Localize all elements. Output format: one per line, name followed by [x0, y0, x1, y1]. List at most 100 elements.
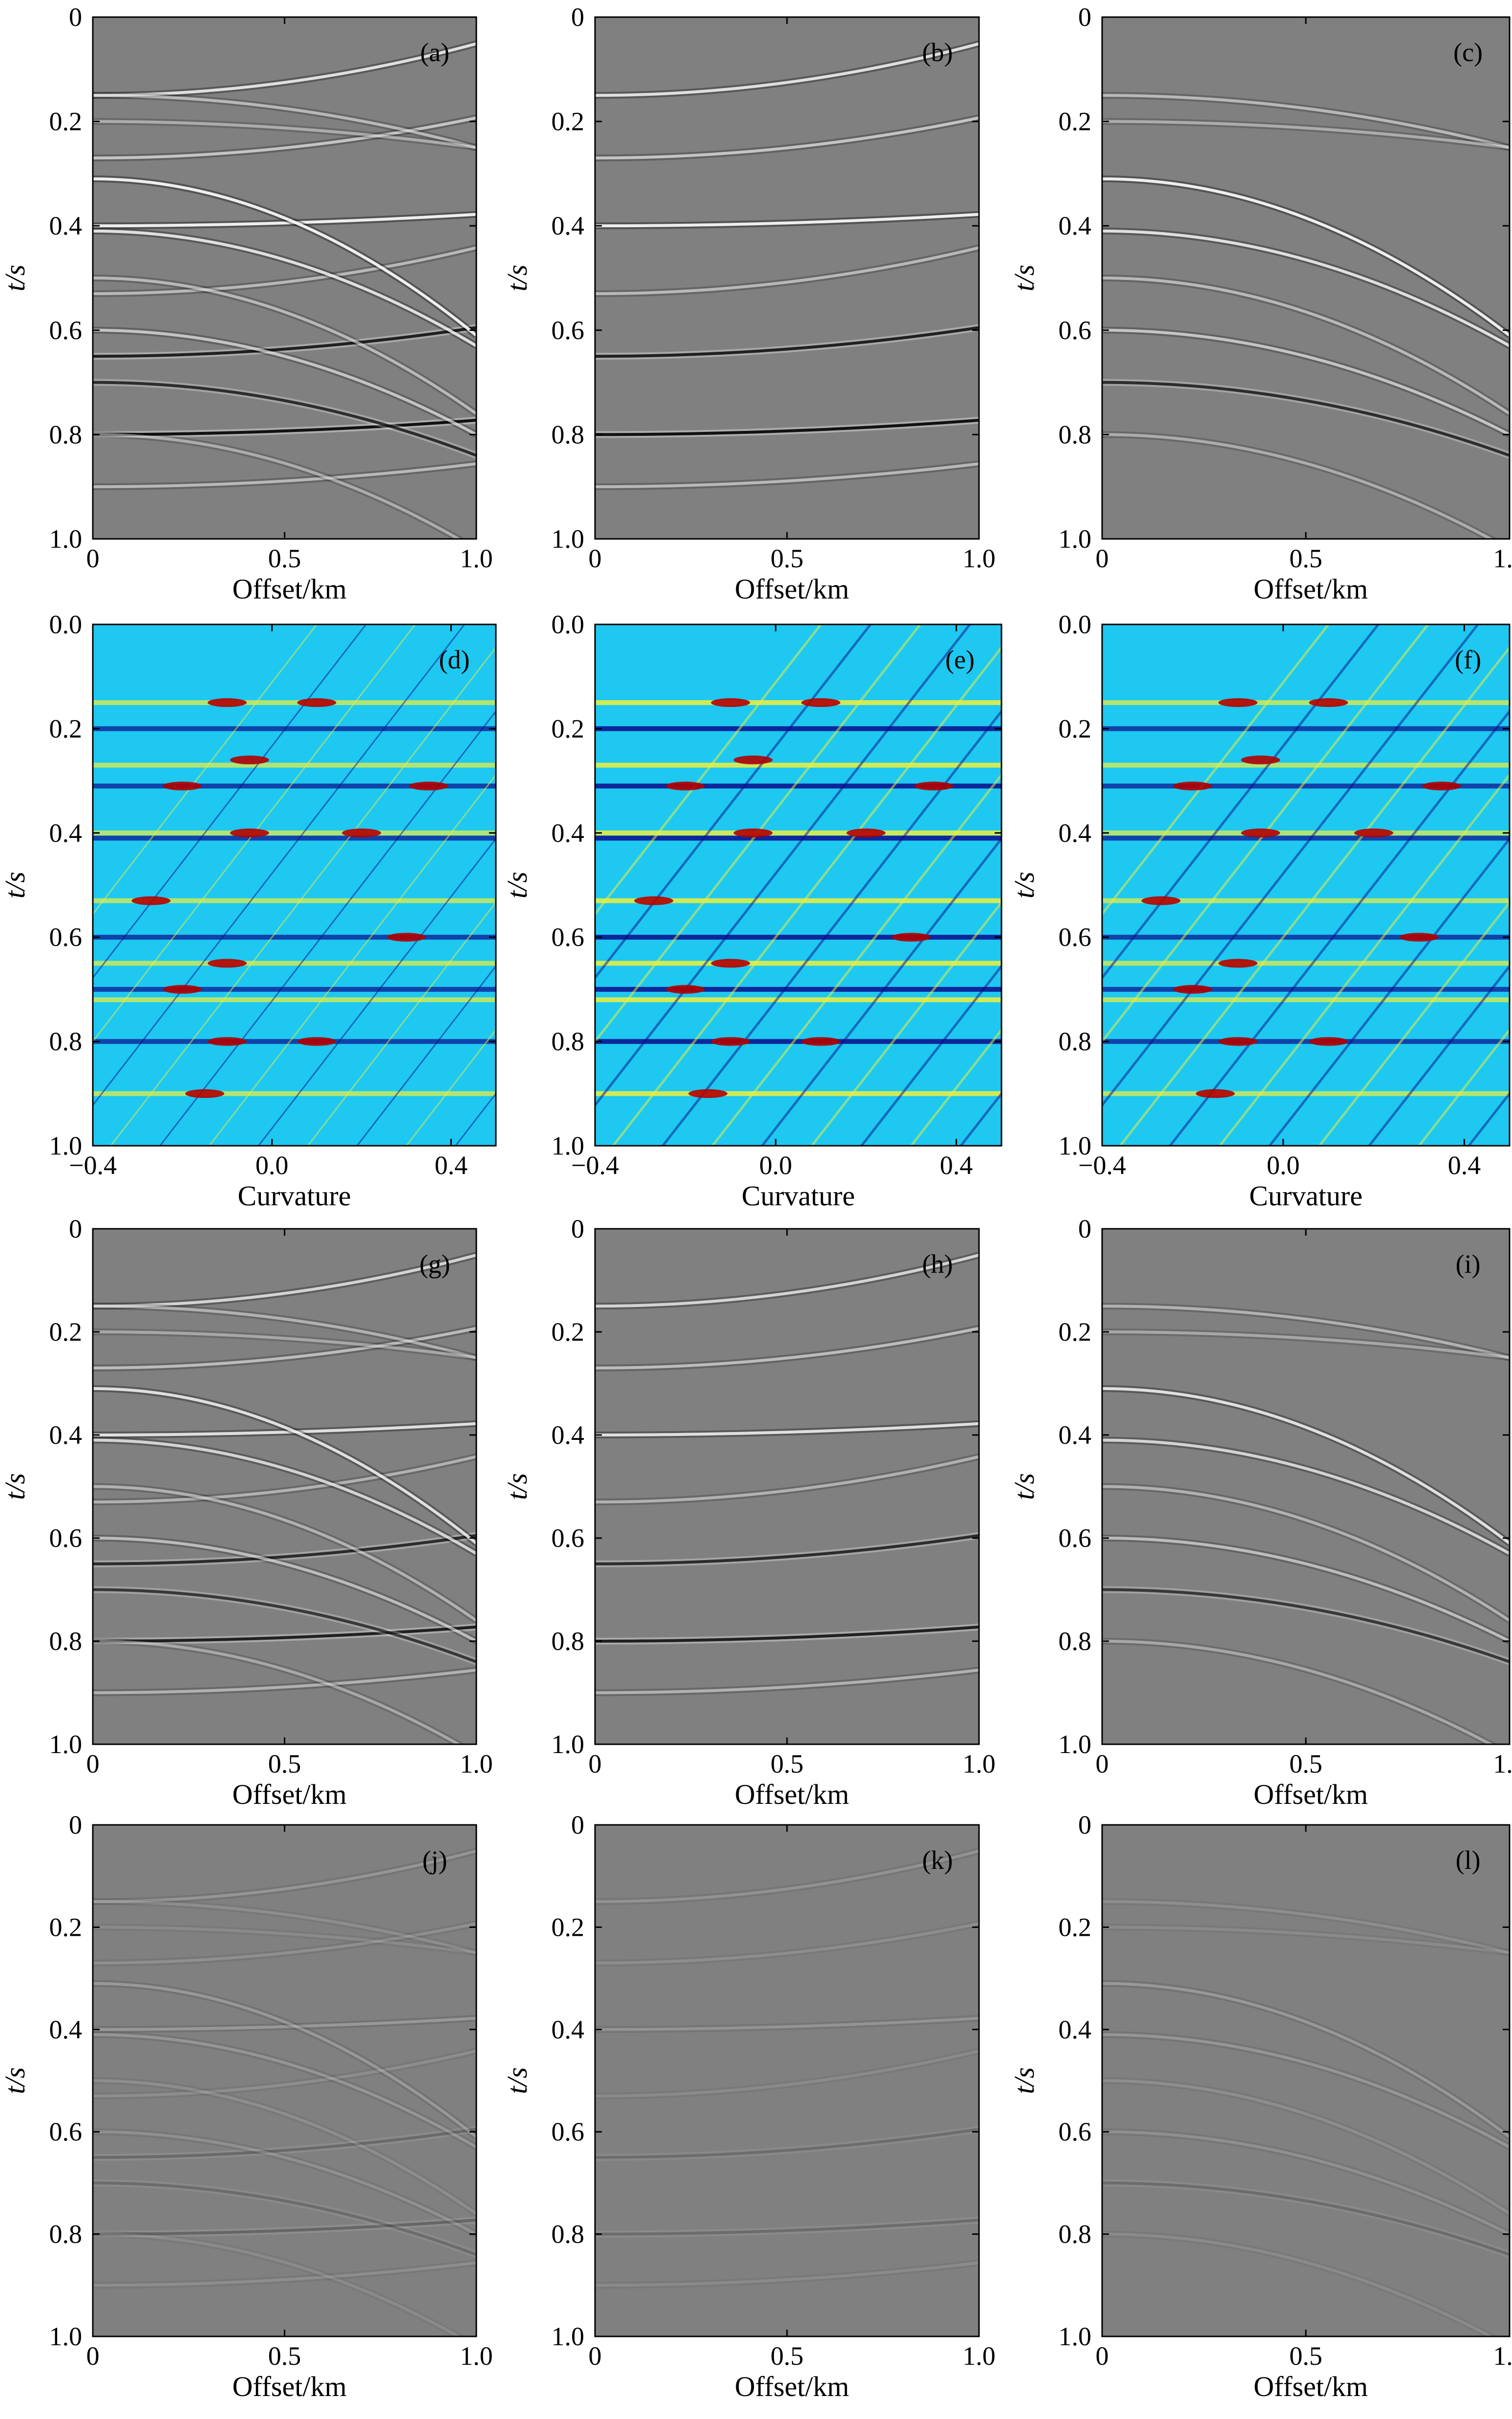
event-halo: [93, 2216, 476, 2238]
panel-tag: (d): [439, 645, 470, 674]
stripe: [595, 1039, 1001, 1044]
y-tick-label: 0.6: [552, 2117, 585, 2146]
y-tick-label: 1.0: [49, 524, 83, 554]
stripe: [93, 898, 496, 903]
diagonal-streak: [159, 710, 496, 1146]
x-tick-label: 0.4: [435, 1151, 468, 1180]
x-tick-label: 1.0: [460, 2341, 493, 2371]
reflection-event: [1102, 94, 1510, 149]
y-tick-label: 0.8: [552, 1027, 585, 1056]
reflection-event: [1102, 229, 1510, 347]
y-tick-label: 0.4: [1059, 211, 1092, 240]
x-tick-label: 0: [589, 2341, 602, 2371]
reflection-event: [93, 1640, 462, 1744]
reflection-event: [93, 177, 476, 337]
reflection-event: [1102, 2033, 1510, 2149]
reflection-event: [93, 229, 476, 347]
y-tick-label: 0.2: [552, 1317, 585, 1347]
event-halo: [1102, 2031, 1510, 2150]
diagonal-streak: [1268, 836, 1510, 1146]
reflection-event: [93, 116, 476, 160]
energy-peak: [1218, 959, 1257, 968]
y-tick-label: 0.8: [1059, 2220, 1092, 2249]
reflection-event: [1102, 1982, 1510, 2139]
y-tick-label: 0.6: [49, 1523, 83, 1553]
diagonal-streak: [93, 624, 466, 1107]
reflection-event: [93, 1327, 476, 1370]
x-tick-label: 0: [589, 1749, 602, 1778]
x-tick-label: 0.5: [770, 2341, 804, 2371]
x-axis-title: Curvature: [742, 1180, 855, 1212]
event-halo: [93, 2031, 476, 2150]
reflection-event: [93, 1900, 476, 1954]
energy-peak: [163, 781, 202, 791]
plot-area: [1102, 1229, 1510, 1744]
y-tick-label: 0.4: [552, 2015, 585, 2044]
y-tick-label: 0.2: [1059, 1912, 1092, 1942]
reflection-event: [1102, 177, 1510, 337]
reflection-event: [93, 2049, 476, 2098]
y-tick-label: 0.8: [1059, 420, 1092, 449]
x-axis-title: Offset/km: [232, 2371, 346, 2402]
axes-frame: [594, 623, 1002, 1147]
x-tick-label: 0: [86, 544, 100, 573]
panel-tag: (b): [922, 38, 953, 67]
stripe: [93, 961, 496, 966]
diagonal-streak: [307, 901, 496, 1146]
stripe: [1102, 726, 1510, 731]
diagonal-streak: [209, 773, 496, 1146]
x-tick-label: 1.0: [962, 2341, 996, 2371]
energy-peak: [1309, 1037, 1348, 1046]
diagonal-streak: [1102, 624, 1479, 1108]
reflection-event: [93, 2016, 476, 2031]
y-tick-label: 0: [69, 1214, 82, 1243]
reflection-event: [93, 94, 476, 149]
x-tick-label: 0.4: [940, 1151, 973, 1180]
y-axis-title: t/s: [1008, 872, 1040, 899]
reflection-event: [93, 433, 462, 539]
reflection-event: [1102, 381, 1510, 457]
y-tick-label: 0.8: [49, 1027, 83, 1056]
reflection-event: [93, 1982, 476, 2139]
stripe: [1102, 898, 1510, 903]
diagonal-streak: [356, 965, 496, 1146]
reflection-event: [595, 1849, 979, 1904]
event-halo: [1102, 2128, 1510, 2237]
energy-peak: [208, 959, 247, 968]
reflection-event: [595, 2218, 979, 2236]
reflection-event: [1102, 1537, 1510, 1643]
x-tick-label: 1.0: [1493, 1749, 1512, 1778]
event-halo: [93, 2126, 476, 2161]
diagonal-streak: [1318, 900, 1510, 1146]
stripe: [1102, 835, 1510, 841]
event-halo: [93, 2179, 476, 2258]
diagonal-streak: [661, 709, 1001, 1146]
diagonal-streak: [257, 837, 496, 1146]
x-tick-label: 1.0: [962, 1749, 996, 1778]
y-axis-title: t/s: [501, 872, 533, 899]
y-tick-label: 0.6: [1059, 2117, 1092, 2146]
reflection-event: [595, 462, 979, 489]
x-tick-label: 0.5: [268, 2341, 301, 2371]
stripe: [93, 986, 496, 992]
reflection-event: [93, 419, 476, 436]
energy-peak: [131, 896, 171, 905]
energy-peak: [1422, 781, 1461, 791]
event-halo: [1102, 431, 1498, 539]
y-tick-label: 0.6: [552, 1523, 585, 1553]
energy-peak: [733, 828, 773, 837]
diagonal-streak: [761, 836, 1001, 1146]
y-tick-label: 1.0: [1059, 1730, 1092, 1759]
reflection-event: [93, 277, 476, 415]
energy-peak: [711, 698, 750, 707]
y-tick-label: 1.0: [552, 2322, 585, 2351]
y-axis-title: t/s: [0, 1473, 31, 1500]
x-tick-label: 1.0: [1493, 544, 1512, 573]
reflection-event: [93, 1330, 476, 1359]
y-tick-label: 0.2: [1059, 1317, 1092, 1347]
diagonal-streak: [93, 624, 318, 916]
